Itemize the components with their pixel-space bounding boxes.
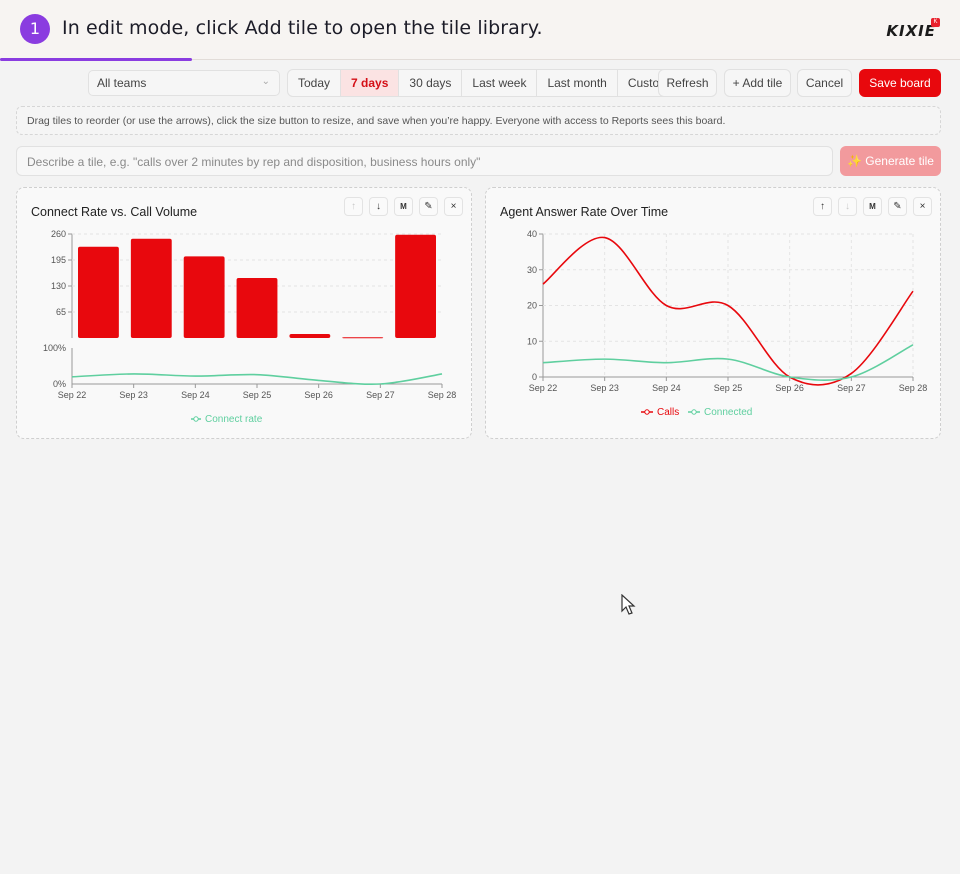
y-tick-label: 30 <box>527 265 537 275</box>
move-down-icon[interactable]: ↓ <box>838 197 857 216</box>
range-7-days[interactable]: 7 days <box>341 70 400 96</box>
x-tick-label: Sep 28 <box>899 383 928 393</box>
x-tick-label: Sep 26 <box>304 390 333 400</box>
legend-label: Calls <box>657 407 679 418</box>
move-down-icon[interactable]: ↓ <box>369 197 388 216</box>
range-30-days[interactable]: 30 days <box>399 70 463 96</box>
y-tick-label: 20 <box>527 301 537 311</box>
combo-chart: 65 130 195 260 100% 0%Sep 22 Sep 23 Sep 24 Sep 2… <box>43 229 457 425</box>
bar <box>236 278 278 338</box>
resize-button[interactable]: M <box>863 197 882 216</box>
kixie-logo: KIXIE <box>886 22 936 40</box>
legend-marker <box>193 416 199 422</box>
y-tick-label: 0 <box>532 372 537 382</box>
x-tick-label: Sep 28 <box>428 390 457 400</box>
team-select[interactable]: All teams ⌄ <box>88 70 280 96</box>
bar <box>130 238 172 338</box>
bar <box>78 246 119 338</box>
x-tick-label: Sep 22 <box>529 383 558 393</box>
x-tick-label: Sep 25 <box>243 390 272 400</box>
y-tick-label: 65 <box>56 307 66 317</box>
y-tick-label: 260 <box>51 229 66 239</box>
tile-controls: ↑ ↓ M ✎ × <box>813 197 932 216</box>
bar <box>395 234 436 338</box>
edit-icon[interactable]: ✎ <box>888 197 907 216</box>
calls-line <box>542 236 914 386</box>
bar <box>342 337 384 339</box>
tile-connect-rate-vs-call-volume[interactable]: Connect Rate vs. Call Volume ↑ ↓ M ✎ × 6… <box>16 187 472 439</box>
legend-marker <box>644 409 650 415</box>
move-up-icon[interactable]: ↑ <box>813 197 832 216</box>
help-text: Drag tiles to reorder (or use the arrows… <box>16 106 941 135</box>
x-tick-label: Sep 24 <box>181 390 210 400</box>
tile-controls: ↑ ↓ M ✎ × <box>344 197 463 216</box>
x-tick-label: Sep 26 <box>775 383 804 393</box>
refresh-button[interactable]: Refresh <box>658 69 717 97</box>
tile-title: Agent Answer Rate Over Time <box>500 205 669 219</box>
y-tick-label: 40 <box>527 229 537 239</box>
range-last-week[interactable]: Last week <box>462 70 538 96</box>
date-range-segmented: Today 7 days 30 days Last week Last mont… <box>287 69 681 97</box>
connected-line <box>542 344 914 381</box>
x-tick-label: Sep 25 <box>714 383 743 393</box>
legend-label: Connected <box>704 407 752 418</box>
tile-agent-answer-rate[interactable]: Agent Answer Rate Over Time ↑ ↓ M ✎ × 0 1… <box>485 187 941 439</box>
instruction-banner: 1 In edit mode, click Add tile to open t… <box>0 0 960 61</box>
save-board-button[interactable]: Save board <box>859 69 941 97</box>
logo-badge: K <box>931 18 940 27</box>
x-tick-label: Sep 24 <box>652 383 681 393</box>
add-tile-button[interactable]: + Add tile <box>724 69 791 97</box>
bar <box>289 334 331 338</box>
cancel-button[interactable]: Cancel <box>797 69 852 97</box>
x-tick-label: Sep 23 <box>590 383 619 393</box>
tile-title: Connect Rate vs. Call Volume <box>31 205 198 219</box>
step-badge: 1 <box>20 14 50 44</box>
connect-rate-line <box>71 373 443 386</box>
edit-icon[interactable]: ✎ <box>419 197 438 216</box>
y-tick-label: 195 <box>51 255 66 265</box>
remove-icon[interactable]: × <box>444 197 463 216</box>
y-tick-label: 10 <box>527 336 537 346</box>
x-tick-label: Sep 27 <box>837 383 866 393</box>
y2-tick-label: 0% <box>53 379 66 389</box>
move-up-icon[interactable]: ↑ <box>344 197 363 216</box>
progress-bar <box>0 58 192 61</box>
line-chart: 0 10 20 30 40 Sep 22 Sep 23 Sep 24 Sep 25 Sep 26 S… <box>527 229 928 418</box>
bar <box>183 256 225 338</box>
remove-icon[interactable]: × <box>913 197 932 216</box>
range-today[interactable]: Today <box>288 70 342 96</box>
legend-label: Connect rate <box>205 414 263 425</box>
mouse-cursor-icon <box>621 594 636 615</box>
chevron-down-icon: ⌄ <box>261 76 270 87</box>
generate-tile-button[interactable]: ✨ Generate tile <box>840 146 941 176</box>
tile-prompt-input[interactable]: Describe a tile, e.g. "calls over 2 minu… <box>16 146 833 176</box>
y-tick-label: 130 <box>51 281 66 291</box>
instruction-text: In edit mode, click Add tile to open the… <box>62 17 543 39</box>
range-last-month[interactable]: Last month <box>537 70 618 96</box>
resize-button[interactable]: M <box>394 197 413 216</box>
y2-tick-label: 100% <box>43 343 66 353</box>
team-select-value: All teams <box>97 76 147 90</box>
x-tick-label: Sep 22 <box>58 390 87 400</box>
x-tick-label: Sep 23 <box>119 390 148 400</box>
legend-marker <box>691 409 697 415</box>
x-tick-label: Sep 27 <box>366 390 395 400</box>
